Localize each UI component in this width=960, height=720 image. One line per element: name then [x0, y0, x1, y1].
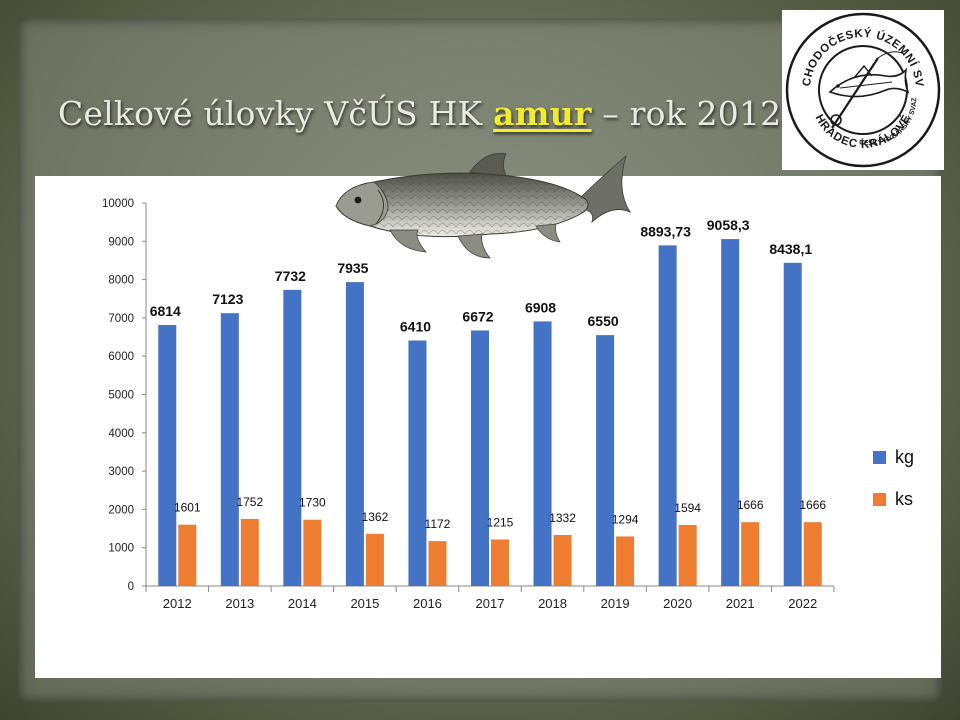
slide-title: Celkové úlovky VčÚS HK amur – rok 2012-2…: [58, 94, 877, 133]
data-label-ks: 1332: [549, 511, 576, 525]
bar-ks-2020: [678, 524, 697, 586]
title-prefix: Celkové úlovky VčÚS HK: [58, 94, 494, 133]
bar-kg-2018: [533, 321, 552, 586]
bar-kg-2019: [596, 335, 615, 586]
bar-kg-2012: [158, 325, 177, 586]
y-tick-label: 4000: [108, 428, 134, 440]
grass-carp-illustration: [335, 153, 632, 259]
data-label-kg: 7123: [212, 291, 243, 307]
bar-kg-2021: [721, 239, 740, 586]
y-tick-label: 5000: [108, 390, 134, 402]
data-label-ks: 1666: [737, 498, 764, 512]
data-label-ks: 1666: [799, 498, 826, 512]
bar-kg-2013: [220, 313, 239, 586]
y-tick-label: 10000: [102, 198, 134, 210]
y-tick-label: 1000: [108, 543, 134, 555]
x-tick-label: 2017: [476, 596, 505, 611]
y-tick-label: 0: [128, 581, 134, 593]
data-label-ks: 1752: [236, 495, 263, 509]
bar-ks-2015: [365, 533, 384, 586]
data-label-kg: 9058,3: [707, 217, 750, 233]
x-tick-label: 2020: [663, 596, 692, 611]
legend-label-ks: ks: [895, 489, 913, 509]
data-label-ks: 1730: [299, 496, 326, 510]
data-label-kg: 6814: [150, 303, 181, 319]
logo-fish-icon: [828, 64, 910, 98]
bar-kg-2017: [471, 330, 489, 586]
x-tick-label: 2013: [225, 596, 254, 611]
x-tick-label: 2014: [288, 596, 317, 611]
bar-ks-2014: [303, 519, 322, 586]
x-tick-label: 2021: [726, 596, 755, 611]
data-label-kg: 6672: [462, 308, 493, 324]
data-label-ks: 1601: [174, 501, 201, 515]
x-tick-label: 2022: [788, 596, 817, 611]
union-logo: VÝCHODOČESKÝ ÚZEMNÍ SVAZ HRADEC KRÁLOVÉ …: [778, 0, 944, 170]
bar-ks-2016: [428, 541, 447, 586]
bar-ks-2019: [616, 536, 635, 586]
bar-kg-2020: [658, 245, 677, 586]
data-label-kg: 7935: [337, 260, 368, 276]
legend-label-kg: kg: [895, 447, 914, 467]
y-tick-label: 2000: [108, 504, 134, 516]
bar-ks-2021: [741, 522, 760, 586]
logo-fishing-rod-icon: [830, 51, 905, 129]
bar-chart: 0 1000 2000 3000 4000 5000 6000 7000 8000 9000 100…: [102, 198, 914, 611]
data-label-ks: 1172: [425, 517, 451, 531]
data-label-kg: 7732: [275, 268, 306, 284]
data-label-kg: 8893,73: [640, 223, 691, 239]
y-tick-label: 9000: [108, 236, 134, 248]
data-label-ks: 1294: [612, 512, 639, 526]
x-tick-label: 2016: [413, 596, 442, 611]
x-tick-label: 2012: [163, 596, 192, 611]
data-label-ks: 1362: [362, 510, 389, 524]
data-label-ks: 1594: [674, 501, 701, 515]
x-tick-label: 2018: [538, 596, 567, 611]
data-label-kg: 8438,1: [769, 241, 812, 257]
data-label-kg: 6410: [400, 318, 431, 334]
bar-ks-2018: [553, 534, 572, 586]
data-label-kg: 6908: [525, 299, 556, 315]
bar-kg-2016: [408, 340, 427, 586]
bar-kg-2022: [783, 262, 802, 586]
x-tick-label: 2015: [350, 596, 379, 611]
legend-swatch-ks: [873, 493, 886, 506]
y-tick-label: 6000: [108, 351, 134, 363]
bar-kg-2015: [345, 282, 364, 586]
data-label-kg: 6550: [588, 313, 619, 329]
bar-ks-2012: [178, 524, 197, 586]
y-tick-label: 7000: [108, 313, 134, 325]
data-label-ks: 1215: [487, 515, 514, 529]
x-tick-label: 2019: [601, 596, 630, 611]
title-highlight: amur: [493, 94, 592, 133]
bar-kg-2014: [283, 289, 302, 586]
y-tick-label: 3000: [108, 466, 134, 478]
chart-area: 0 1000 2000 3000 4000 5000 6000 7000 8000 9000 100…: [35, 176, 941, 678]
y-tick-label: 8000: [108, 275, 134, 287]
bar-ks-2013: [240, 518, 259, 586]
bar-ks-2022: [803, 522, 822, 586]
legend-swatch-kg: [873, 451, 886, 464]
bar-ks-2017: [491, 539, 509, 586]
